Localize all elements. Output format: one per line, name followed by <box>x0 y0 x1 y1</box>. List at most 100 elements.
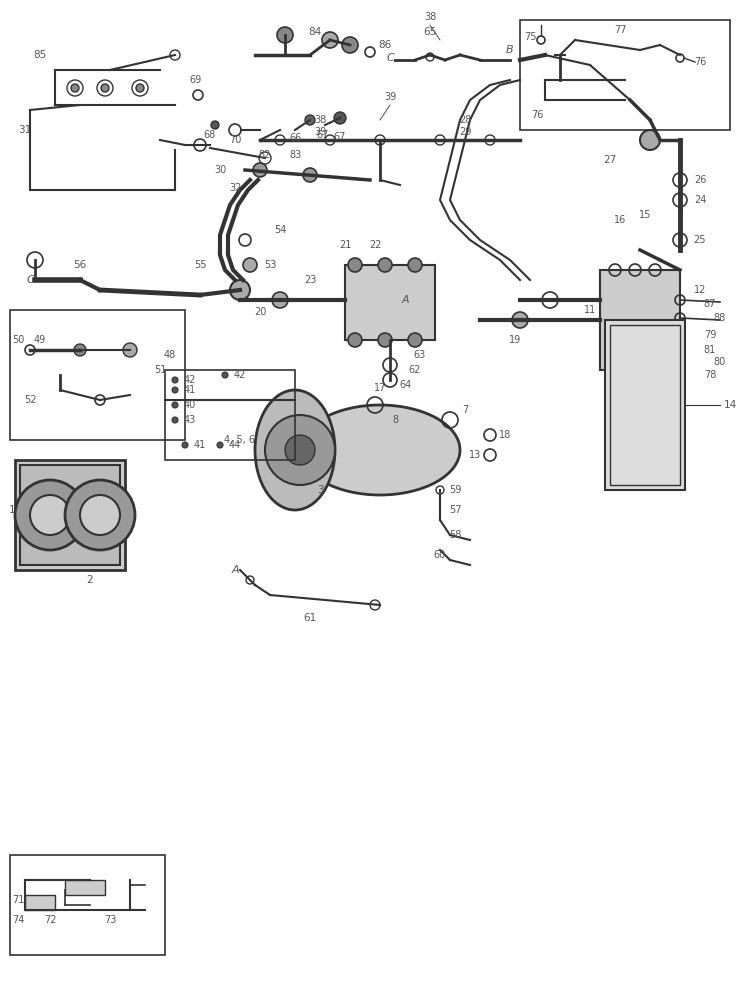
Text: 22: 22 <box>369 240 381 250</box>
Text: C: C <box>386 53 394 63</box>
Text: 48: 48 <box>164 350 176 360</box>
Text: 16: 16 <box>614 215 626 225</box>
Bar <box>65 880 105 895</box>
Text: 55: 55 <box>194 260 206 270</box>
Text: B: B <box>506 45 514 55</box>
Text: 26: 26 <box>694 175 706 185</box>
Circle shape <box>101 84 109 92</box>
Text: 61: 61 <box>303 613 317 623</box>
Text: 28: 28 <box>459 115 471 125</box>
Circle shape <box>378 333 392 347</box>
Text: 78: 78 <box>704 370 716 380</box>
Circle shape <box>408 333 422 347</box>
Circle shape <box>265 415 335 485</box>
Text: 23: 23 <box>304 275 316 285</box>
Text: 49: 49 <box>34 335 46 345</box>
Bar <box>345 265 435 340</box>
Ellipse shape <box>255 390 335 510</box>
Text: 58: 58 <box>449 530 461 540</box>
Circle shape <box>172 377 178 383</box>
Text: 38: 38 <box>314 115 326 125</box>
Circle shape <box>512 312 528 328</box>
Text: 59: 59 <box>449 485 461 495</box>
Text: 29: 29 <box>459 127 471 137</box>
Text: 87: 87 <box>704 299 716 309</box>
Text: 65: 65 <box>423 27 437 37</box>
Circle shape <box>305 115 315 125</box>
Text: A: A <box>231 565 239 575</box>
Ellipse shape <box>300 405 460 495</box>
Bar <box>165 370 295 460</box>
Circle shape <box>348 258 362 272</box>
Circle shape <box>640 130 660 150</box>
Text: 64: 64 <box>399 380 411 390</box>
Circle shape <box>172 417 178 423</box>
Text: 38: 38 <box>424 12 436 22</box>
Text: 67: 67 <box>317 130 329 140</box>
Text: 15: 15 <box>639 210 651 220</box>
Text: 86: 86 <box>378 40 391 50</box>
Circle shape <box>334 112 346 124</box>
Bar <box>520 20 730 130</box>
Circle shape <box>348 333 362 347</box>
Text: 40: 40 <box>184 400 196 410</box>
Text: 56: 56 <box>73 260 87 270</box>
Circle shape <box>285 435 315 465</box>
Text: 62: 62 <box>408 365 421 375</box>
Circle shape <box>30 495 70 535</box>
Bar <box>610 325 680 485</box>
Text: 11: 11 <box>584 305 596 315</box>
Text: 88: 88 <box>714 313 726 323</box>
Text: 42: 42 <box>234 370 246 380</box>
Text: 83: 83 <box>289 150 301 160</box>
Text: 81: 81 <box>704 345 716 355</box>
Text: 54: 54 <box>274 225 286 235</box>
Text: 63: 63 <box>414 350 426 360</box>
Text: 74: 74 <box>12 915 24 925</box>
Circle shape <box>172 387 178 393</box>
Text: 24: 24 <box>694 195 706 205</box>
Text: 25: 25 <box>694 235 706 245</box>
Circle shape <box>253 163 267 177</box>
Text: 17: 17 <box>374 383 386 393</box>
Text: 52: 52 <box>24 395 36 405</box>
Circle shape <box>303 168 317 182</box>
Circle shape <box>74 344 86 356</box>
Text: 20: 20 <box>254 307 266 317</box>
Text: 69: 69 <box>189 75 201 85</box>
Text: 75: 75 <box>524 32 536 42</box>
Text: 8: 8 <box>392 415 398 425</box>
Text: A: A <box>401 295 408 305</box>
Text: 82: 82 <box>259 150 271 160</box>
Circle shape <box>136 84 144 92</box>
Text: 21: 21 <box>339 240 352 250</box>
Text: 39: 39 <box>384 92 396 102</box>
Circle shape <box>211 121 219 129</box>
Text: 53: 53 <box>264 260 276 270</box>
Text: 43: 43 <box>184 415 196 425</box>
Circle shape <box>182 442 188 448</box>
Bar <box>15 460 125 570</box>
Text: 76: 76 <box>531 110 543 120</box>
Text: 84: 84 <box>309 27 322 37</box>
Circle shape <box>222 372 228 378</box>
Circle shape <box>65 480 135 550</box>
Text: 80: 80 <box>714 357 726 367</box>
Text: 57: 57 <box>448 505 461 515</box>
Text: 68: 68 <box>204 130 216 140</box>
Text: 76: 76 <box>694 57 706 67</box>
Bar <box>605 320 685 490</box>
Circle shape <box>408 258 422 272</box>
Text: 18: 18 <box>499 430 511 440</box>
Circle shape <box>217 442 223 448</box>
Circle shape <box>230 280 250 300</box>
Circle shape <box>277 27 293 43</box>
Text: 30: 30 <box>214 165 226 175</box>
Text: 67: 67 <box>334 132 346 142</box>
Text: 42: 42 <box>184 375 196 385</box>
Circle shape <box>71 84 79 92</box>
Circle shape <box>172 402 178 408</box>
Text: 14: 14 <box>724 400 736 410</box>
Text: 51: 51 <box>154 365 166 375</box>
Text: 71: 71 <box>12 895 24 905</box>
